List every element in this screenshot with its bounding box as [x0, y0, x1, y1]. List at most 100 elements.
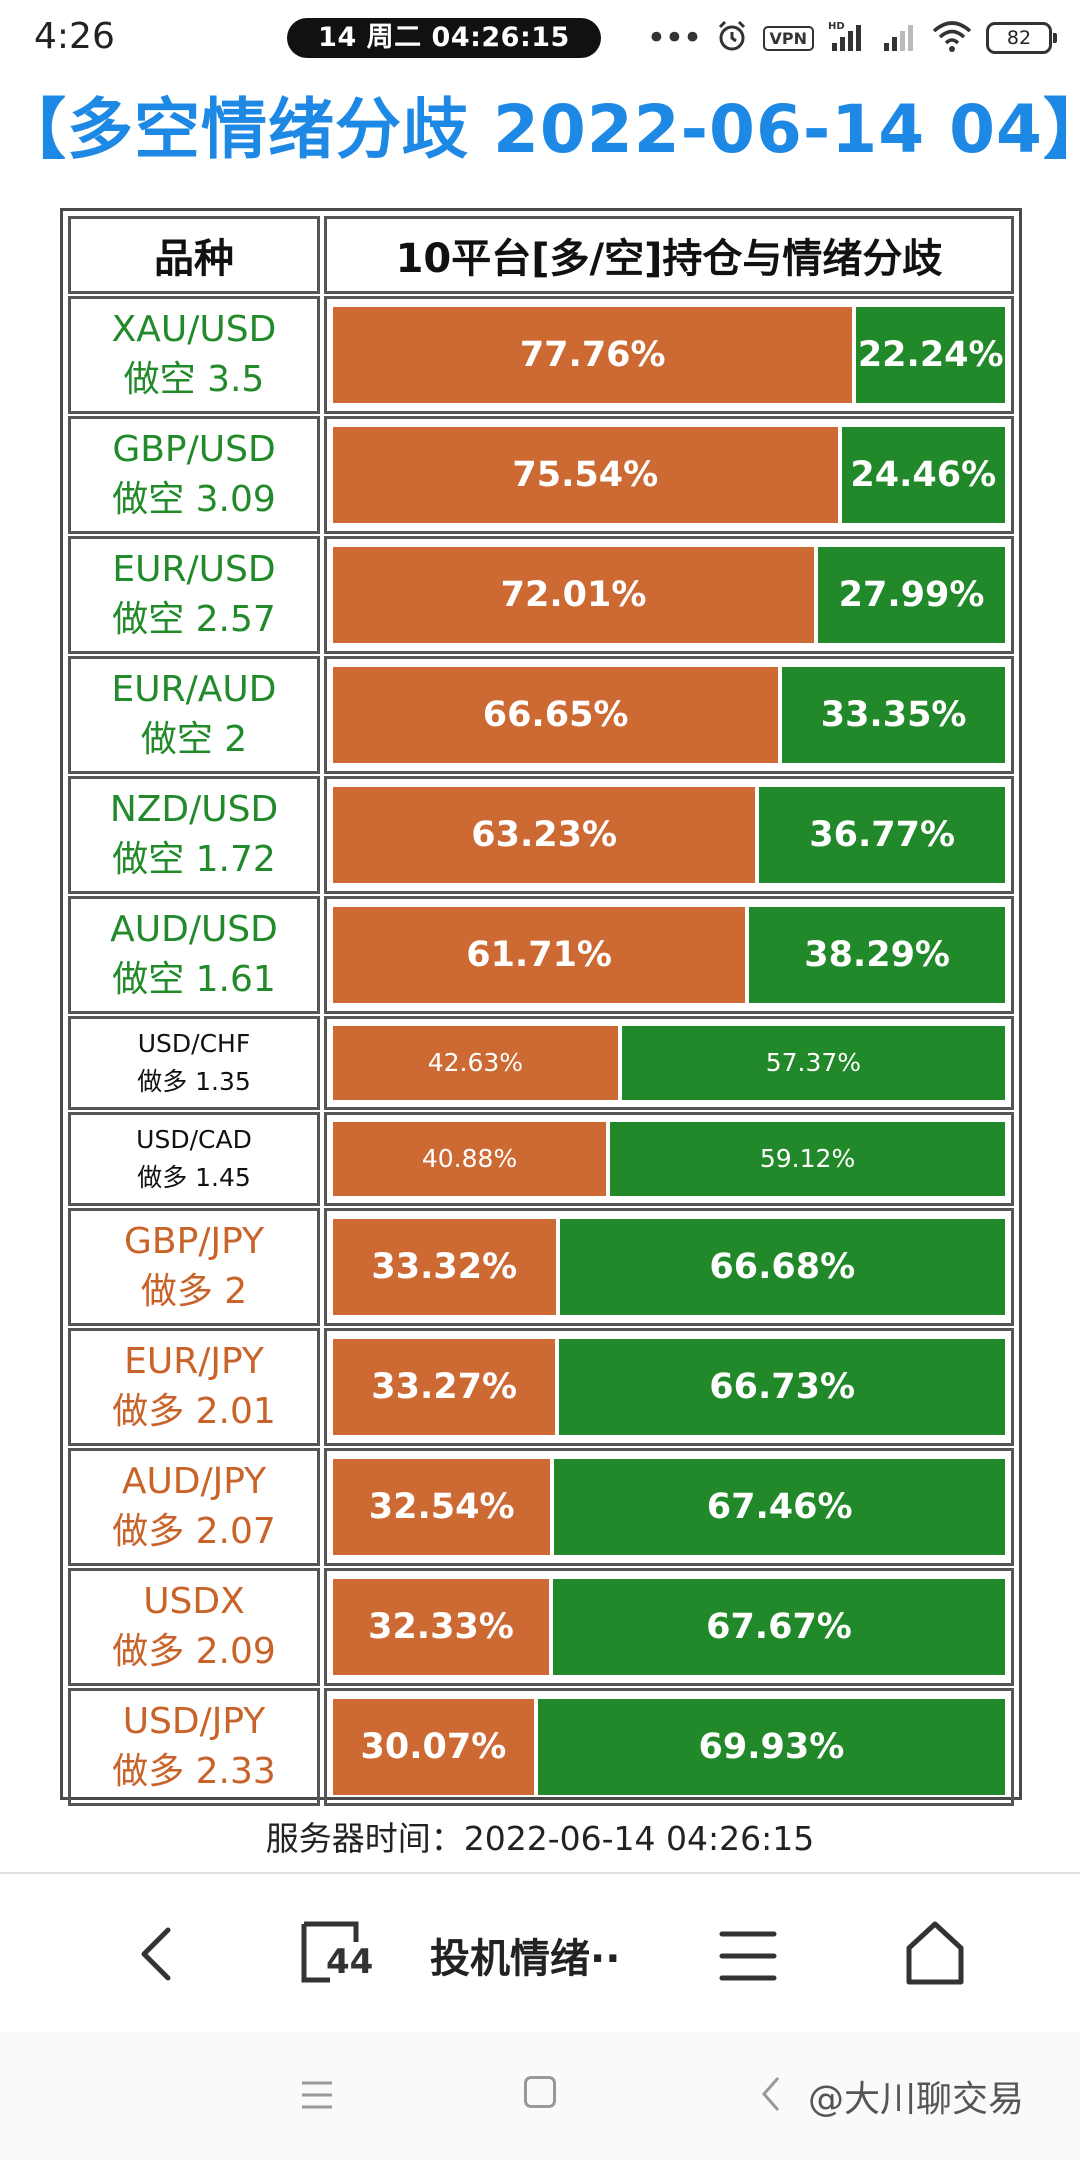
- pair-name: EUR/JPY: [124, 1341, 264, 1382]
- table-row: GBP/JPY 做多 2 33.32% 66.68%: [67, 1207, 1015, 1327]
- pair-cell: GBP/USD 做空 3.09: [68, 416, 320, 534]
- status-time: 4:26: [34, 16, 115, 57]
- nav-back-icon[interactable]: [756, 2074, 786, 2114]
- header-right: 10平台[多/空]持仓与情绪分歧: [324, 216, 1014, 294]
- ratio-cell: 33.32% 66.68%: [324, 1208, 1014, 1326]
- table-row: USD/CHF 做多 1.35 42.63% 57.37%: [67, 1015, 1015, 1111]
- pair-signal: 做多 2.09: [112, 1631, 276, 1672]
- short-segment: 33.32%: [333, 1219, 556, 1315]
- table-row: AUD/USD 做空 1.61 61.71% 38.29%: [67, 895, 1015, 1015]
- hd-signal-icon: HD: [828, 19, 868, 57]
- table-row: GBP/USD 做空 3.09 75.54% 24.46%: [67, 415, 1015, 535]
- pair-name: AUD/USD: [110, 909, 278, 950]
- short-segment: 66.65%: [333, 667, 779, 763]
- pair-signal: 做空 2: [140, 719, 248, 760]
- short-segment: 75.54%: [333, 427, 838, 523]
- long-segment: 67.67%: [552, 1579, 1005, 1675]
- ratio-cell: 42.63% 57.37%: [324, 1016, 1014, 1110]
- status-pill: 14 周二 04:26:15 82%: [287, 18, 601, 93]
- pair-name: USD/CAD: [136, 1125, 252, 1154]
- short-segment: 77.76%: [333, 307, 853, 403]
- short-segment: 40.88%: [333, 1121, 607, 1197]
- short-segment: 72.01%: [333, 547, 815, 643]
- recents-icon[interactable]: [300, 2080, 334, 2110]
- pair-name: NZD/USD: [109, 789, 279, 830]
- pair-signal: 做空 2.57: [112, 599, 276, 640]
- wifi-icon: [932, 19, 972, 57]
- ratio-cell: 75.54% 24.46%: [324, 416, 1014, 534]
- pair-cell: USD/JPY 做多 2.33: [68, 1688, 320, 1806]
- sentiment-table: 品种 10平台[多/空]持仓与情绪分歧 XAU/USD 做空 3.5 77.76% 2…: [60, 208, 1022, 1806]
- tab-count: 44: [326, 1942, 374, 1982]
- pair-signal: 做多 2: [140, 1271, 248, 1312]
- pair-signal: 做空 1.72: [112, 839, 276, 880]
- short-segment: 61.71%: [333, 907, 746, 1003]
- ratio-cell: 33.27% 66.73%: [324, 1328, 1014, 1446]
- long-segment: 27.99%: [818, 547, 1005, 643]
- ratio-cell: 61.71% 38.29%: [324, 896, 1014, 1014]
- short-segment: 33.27%: [333, 1339, 556, 1435]
- status-bar: 4:26 14 周二 04:26:15 82% ••• VPN HD 82: [0, 0, 1080, 93]
- ratio-bar: 75.54% 24.46%: [333, 427, 1005, 523]
- ratio-bar: 33.32% 66.68%: [333, 1219, 1005, 1315]
- long-segment: 67.46%: [554, 1459, 1006, 1555]
- long-segment: 24.46%: [841, 427, 1005, 523]
- table-row: USD/JPY 做多 2.33 30.07% 69.93%: [67, 1687, 1015, 1807]
- long-segment: 66.73%: [559, 1339, 1005, 1435]
- server-time: 服务器时间：2022-06-14 04:26:15: [265, 1819, 815, 1858]
- battery-icon: 82: [986, 22, 1057, 54]
- pair-name: USD/JPY: [122, 1701, 266, 1742]
- long-segment: 22.24%: [856, 307, 1005, 403]
- browser-page-title[interactable]: 投机情绪··: [430, 1936, 621, 1982]
- ratio-bar: 33.27% 66.73%: [333, 1339, 1005, 1435]
- ratio-cell: 63.23% 36.77%: [324, 776, 1014, 894]
- table-row: USD/CAD 做多 1.45 40.88% 59.12%: [67, 1111, 1015, 1207]
- pair-cell: EUR/AUD 做空 2: [68, 656, 320, 774]
- table-row: EUR/AUD 做空 2 66.65% 33.35%: [67, 655, 1015, 775]
- ratio-cell: 30.07% 69.93%: [324, 1688, 1014, 1806]
- pair-signal: 做多 1.35: [137, 1067, 251, 1096]
- ratio-cell: 32.54% 67.46%: [324, 1448, 1014, 1566]
- short-segment: 30.07%: [333, 1699, 534, 1795]
- signal-icon: [882, 19, 918, 57]
- pair-name: GBP/USD: [112, 429, 276, 470]
- status-icons: ••• VPN HD 82: [646, 16, 1057, 60]
- pair-cell: GBP/JPY 做多 2: [68, 1208, 320, 1326]
- pair-signal: 做多 2.33: [112, 1751, 276, 1792]
- header-left: 品种: [68, 216, 320, 294]
- pair-signal: 做空 1.61: [112, 959, 276, 1000]
- ratio-bar: 40.88% 59.12%: [333, 1121, 1005, 1197]
- pair-cell: AUD/USD 做空 1.61: [68, 896, 320, 1014]
- table-row: NZD/USD 做空 1.72 63.23% 36.77%: [67, 775, 1015, 895]
- ratio-cell: 72.01% 27.99%: [324, 536, 1014, 654]
- long-segment: 33.35%: [782, 667, 1005, 763]
- menu-button[interactable]: [718, 1928, 778, 1984]
- back-button[interactable]: [128, 1922, 188, 1986]
- pair-signal: 做空 3.09: [112, 479, 276, 520]
- ratio-cell: 32.33% 67.67%: [324, 1568, 1014, 1686]
- ratio-cell: 66.65% 33.35%: [324, 656, 1014, 774]
- long-segment: 38.29%: [749, 907, 1005, 1003]
- ratio-bar: 61.71% 38.29%: [333, 907, 1005, 1003]
- nav-home-icon[interactable]: [524, 2076, 556, 2108]
- alarm-icon: [715, 19, 749, 57]
- watermark: @大川聊交易: [808, 2079, 1025, 2120]
- home-button[interactable]: [904, 1920, 966, 1986]
- short-segment: 63.23%: [333, 787, 756, 883]
- system-nav-bar: @大川聊交易: [0, 2032, 1080, 2160]
- pair-name: USDX: [143, 1581, 245, 1622]
- short-segment: 32.54%: [333, 1459, 551, 1555]
- long-segment: 36.77%: [759, 787, 1005, 883]
- table-row: EUR/USD 做空 2.57 72.01% 27.99%: [67, 535, 1015, 655]
- long-segment: 69.93%: [537, 1699, 1005, 1795]
- browser-toolbar: 44 投机情绪··: [0, 1872, 1080, 2032]
- tabs-button[interactable]: 44: [300, 1920, 376, 1984]
- long-segment: 57.37%: [621, 1025, 1005, 1101]
- long-segment: 59.12%: [610, 1121, 1005, 1197]
- ratio-bar: 32.54% 67.46%: [333, 1459, 1006, 1555]
- ratio-bar: 32.33% 67.67%: [333, 1579, 1005, 1675]
- ratio-bar: 72.01% 27.99%: [333, 547, 1005, 643]
- pair-name: EUR/AUD: [111, 669, 277, 710]
- pair-name: EUR/USD: [112, 549, 276, 590]
- ratio-bar: 77.76% 22.24%: [333, 307, 1005, 403]
